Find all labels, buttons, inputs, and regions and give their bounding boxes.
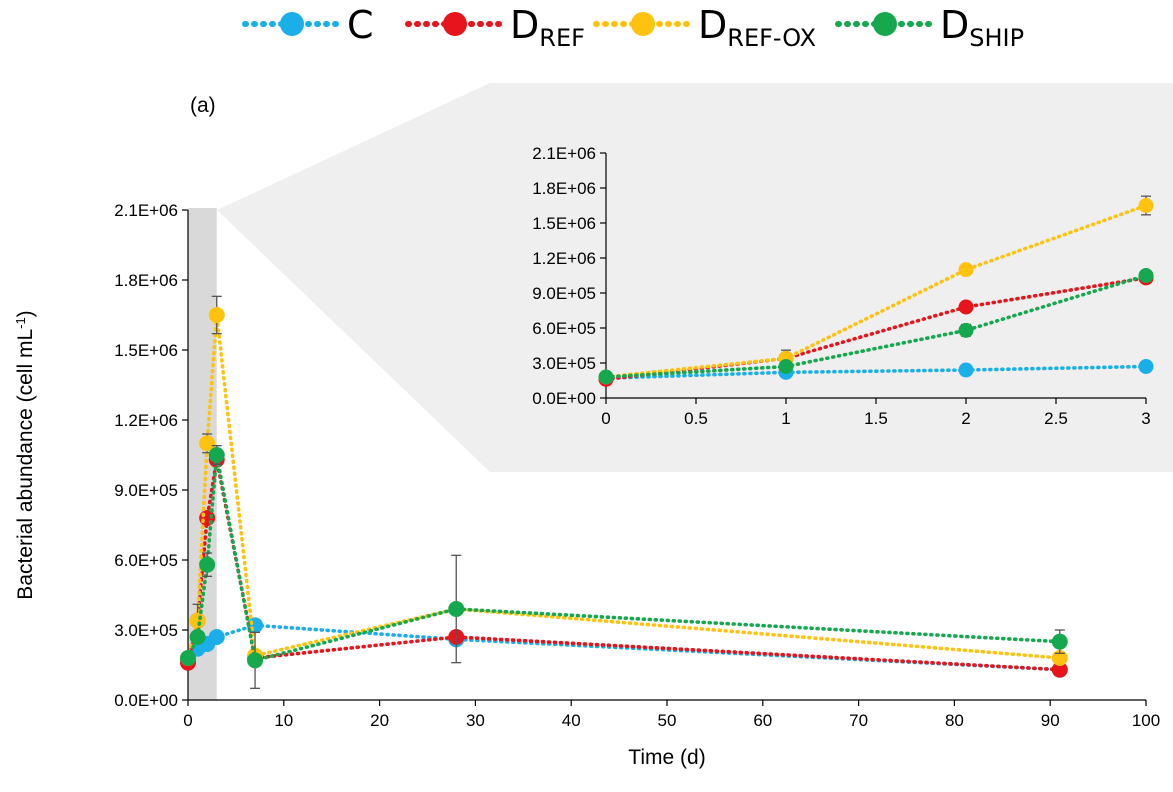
legend-label-subscript: SHIP (969, 24, 1024, 52)
legend-marker-d-ship (873, 12, 897, 36)
inset-data-point-d-ref-ox (958, 262, 974, 278)
inset-y-tick-label: 2.1E+06 (532, 144, 596, 163)
y-tick-label: 0.0E+00 (114, 691, 178, 710)
inset-y-tick-label: 3.0E+05 (532, 354, 596, 373)
data-point-d-ref-ox (199, 435, 216, 452)
inset-data-point-d-ref (958, 299, 974, 315)
inset-x-tick-label: 2 (961, 409, 970, 428)
data-point-d-ref (1051, 661, 1068, 678)
data-point-d-ship (199, 556, 216, 573)
x-tick-label: 70 (849, 711, 868, 730)
x-tick-label: 100 (1132, 711, 1160, 730)
legend-marker-c (280, 12, 304, 36)
inset-data-point-d-ship (958, 322, 974, 338)
legend-label-subscript: REF (539, 24, 585, 52)
y-tick-label: 2.1E+06 (114, 201, 178, 220)
data-point-d-ref-ox (189, 612, 206, 629)
inset-y-tick-label: 0.0E+00 (532, 389, 596, 408)
inset-y-tick-label: 1.8E+06 (532, 179, 596, 198)
inset-data-point-d-ref-ox (1138, 198, 1154, 213)
x-tick-label: 30 (466, 711, 485, 730)
legend-label-main: C (347, 3, 374, 47)
inset-data-point-d-ship (1138, 268, 1154, 283)
legend-label-c: C (347, 3, 374, 47)
inset-data-point-c (958, 362, 974, 378)
x-axis-title: Time (d) (628, 746, 705, 769)
inset-y-tick-label: 1.2E+06 (532, 249, 596, 268)
inset-x-tick-label: 2.5 (1044, 409, 1068, 428)
x-tick-label: 0 (183, 711, 192, 730)
x-tick-label: 50 (658, 711, 677, 730)
panel-label: (a) (190, 94, 216, 117)
inset-series-line-d-ref-ox (604, 203, 1148, 379)
data-point-d-ship (180, 650, 196, 666)
inset-y-tick-label: 6.0E+05 (532, 319, 596, 338)
inset-data-point-c (1138, 359, 1154, 374)
y-tick-label: 1.8E+06 (114, 271, 178, 290)
y-tick-label: 9.0E+05 (114, 481, 178, 500)
y-axis-title: Bacterial abundance (cell mL-1) (13, 310, 38, 599)
x-tick-label: 20 (370, 711, 389, 730)
legend-label-d-ship: DSHIP (940, 3, 1024, 52)
data-point-d-ship (247, 652, 264, 669)
inset-x-tick-label: 1 (781, 409, 790, 428)
inset-data-point-d-ship (778, 359, 794, 374)
legend-marker-d-ref (443, 12, 467, 36)
data-point-d-ship (448, 601, 465, 617)
y-axis-title-main: Bacterial abundance (cell mL (14, 329, 37, 600)
data-point-d-ref-ox (208, 307, 225, 323)
inset-y-tick-label: 1.5E+06 (532, 214, 596, 233)
inset-x-tick-label: 0 (601, 409, 610, 428)
legend-label-main: D (510, 3, 539, 47)
inset-y-tick-label: 9.0E+05 (532, 284, 596, 303)
y-tick-label: 1.2E+06 (114, 411, 178, 430)
inset-data-point-d-ship (598, 369, 614, 385)
data-point-d-ref-ox (1051, 650, 1068, 666)
y-tick-label: 6.0E+05 (114, 551, 178, 570)
inset-x-tick-label: 0.5 (684, 409, 708, 428)
series-line-d-ship (186, 454, 1062, 663)
legend: C DREF DREF-OX DSHIP (242, 3, 1024, 52)
main-chart: 0 10 20 30 40 50 60 70 80 90 1000.0E+003.0E+056.0E… (13, 201, 1161, 769)
data-point-d-ship (1051, 633, 1068, 650)
inset-series-line-d-ship (604, 273, 1148, 379)
data-point-d-ship (208, 447, 225, 463)
inset-series-line-c (604, 364, 1148, 380)
legend-label-main: D (940, 3, 969, 47)
legend-label-main: D (698, 3, 727, 47)
legend-label-subscript: REF-OX (727, 24, 816, 52)
inset-x-tick-label: 1.5 (864, 409, 888, 428)
x-tick-label: 90 (1041, 711, 1060, 730)
zoom-wedge (217, 83, 1173, 472)
series-line-d-ref (186, 459, 1062, 672)
y-axis-title-unit-exp: -1 (13, 317, 28, 329)
legend-marker-d-ref-ox (631, 12, 655, 36)
x-tick-label: 80 (945, 711, 964, 730)
data-point-d-ship (189, 629, 206, 645)
x-tick-label: 10 (274, 711, 293, 730)
inset-x-tick-label: 3 (1141, 409, 1150, 428)
x-tick-label: 40 (562, 711, 581, 730)
legend-label-d-ref: DREF (510, 3, 585, 52)
y-tick-label: 1.5E+06 (114, 341, 178, 360)
y-tick-label: 3.0E+05 (114, 621, 178, 640)
x-tick-label: 60 (753, 711, 772, 730)
data-point-c (208, 629, 225, 645)
y-axis-title-end: ) (14, 310, 37, 317)
legend-label-d-ref-ox: DREF-OX (698, 3, 816, 52)
inset-chart: 0 0.5 1 1.5 2 2.5 3 0.0E+00 3.0E+05 6.0E+05 9.0E+0… (532, 144, 1154, 428)
